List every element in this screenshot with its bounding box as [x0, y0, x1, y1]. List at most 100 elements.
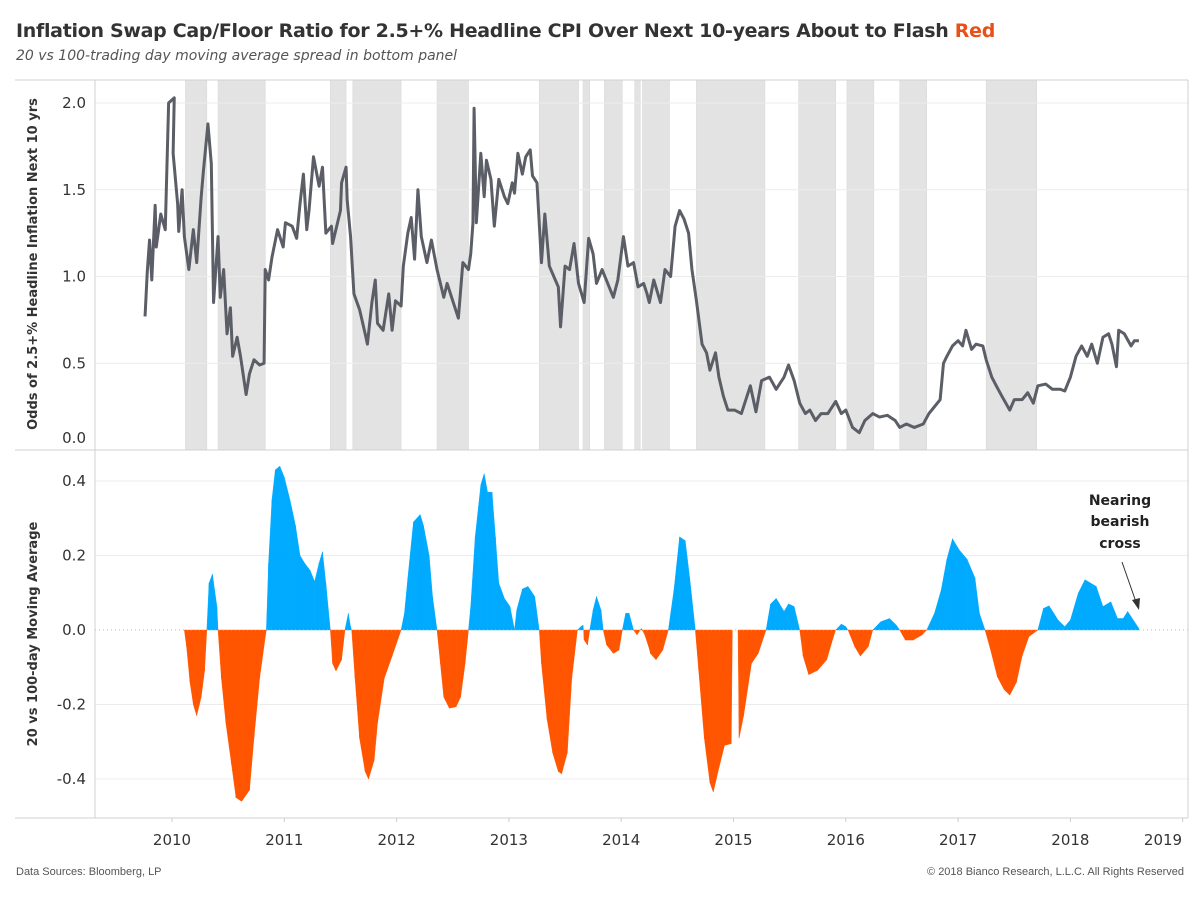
positive-area-segment	[689, 577, 696, 631]
x-tick-label: 2010	[153, 831, 191, 849]
x-tick-label: 2016	[827, 831, 865, 849]
axes	[15, 79, 1189, 822]
negative-area-segment	[265, 629, 267, 638]
negative-area-segment	[704, 629, 711, 783]
negative-area-segment	[899, 629, 906, 641]
x-tick-label: 2018	[1051, 831, 1089, 849]
negative-area-segment	[718, 629, 725, 768]
negative-area-segment	[990, 629, 998, 677]
positive-area-segment	[1110, 601, 1118, 631]
positive-area-segment	[589, 609, 594, 631]
negative-area-segment	[561, 629, 568, 774]
positive-area-segment	[1064, 619, 1071, 631]
negative-area-segment	[552, 629, 559, 772]
negative-area-segment	[217, 629, 222, 679]
negative-area-segment	[359, 629, 366, 772]
positive-area-segment	[350, 626, 352, 631]
positive-area-segment	[896, 624, 901, 631]
positive-area-segment	[299, 554, 305, 631]
top-y-tick-label: 0.5	[62, 354, 86, 372]
positive-area-segment	[952, 538, 960, 631]
x-tick-label: 2017	[939, 831, 977, 849]
negative-area-segment	[196, 629, 202, 716]
positive-area-segment	[770, 597, 777, 631]
positive-area-segment	[344, 613, 349, 631]
negative-area-segment	[351, 629, 356, 679]
negative-area-segment	[241, 629, 250, 802]
negative-area-segment	[743, 629, 752, 716]
negative-area-segment	[724, 629, 732, 746]
bottom-y-axis-title: 20 vs 100-day Moving Average	[26, 522, 41, 747]
negative-area-segment	[650, 629, 657, 661]
negative-area-segment	[464, 629, 469, 664]
positive-area-segment	[974, 577, 980, 631]
positive-area-segment	[419, 514, 424, 631]
shaded-period	[798, 79, 836, 451]
positive-area-segment	[322, 551, 327, 631]
positive-area-segment	[522, 586, 529, 631]
negative-area-segment	[912, 629, 923, 641]
negative-area-segment	[253, 629, 260, 739]
positive-area-segment	[495, 536, 499, 631]
shaded-period	[899, 79, 927, 451]
positive-area-segment	[487, 491, 493, 631]
negative-area-segment	[225, 629, 232, 765]
negative-area-segment	[1003, 629, 1010, 696]
positive-area-segment	[1122, 610, 1128, 631]
shaded-period	[352, 79, 402, 451]
positive-area-segment	[483, 473, 488, 631]
data-source: Data Sources: Bloomberg, LP	[16, 866, 162, 878]
negative-area-segment	[193, 629, 197, 716]
ma-spread-area	[95, 465, 1188, 802]
negative-area-segment	[541, 629, 548, 720]
negative-area-segment	[713, 629, 720, 793]
positive-area-segment	[1070, 593, 1079, 631]
positive-area-segment	[880, 618, 890, 631]
negative-area-segment	[341, 629, 346, 660]
positive-area-segment	[775, 597, 785, 631]
annotation: Nearing bearish cross	[1089, 493, 1151, 610]
positive-area-segment	[432, 596, 438, 631]
copyright: © 2018 Bianco Research, L.L.C. All Right…	[927, 866, 1184, 878]
positive-area-segment	[941, 559, 948, 631]
negative-area-segment	[751, 629, 759, 665]
positive-area-segment	[428, 555, 433, 631]
negative-area-segment	[571, 629, 578, 679]
negative-area-segment	[440, 629, 444, 698]
positive-area-segment	[576, 626, 581, 631]
annotation-arrow-shaft	[1121, 561, 1137, 603]
x-tick-label: 2011	[265, 831, 303, 849]
positive-area-segment	[318, 551, 323, 631]
negative-area-segment	[391, 629, 402, 657]
negative-area-segment	[364, 629, 369, 780]
negative-area-segment	[558, 629, 562, 775]
positive-area-segment	[625, 613, 630, 631]
positive-area-segment	[793, 606, 801, 631]
positive-area-segment	[468, 606, 471, 631]
negative-area-segment	[905, 629, 914, 641]
positive-area-segment	[889, 617, 897, 631]
annotation-line-3: cross	[1099, 536, 1141, 552]
negative-area-segment	[455, 629, 461, 707]
negative-area-segment	[602, 629, 607, 645]
x-tick-label: 2012	[378, 831, 416, 849]
positive-area-segment	[765, 603, 771, 631]
negative-area-segment	[709, 629, 714, 793]
positive-area-segment	[400, 613, 405, 631]
x-tick-label: 2019	[1144, 831, 1182, 849]
negative-area-segment	[808, 629, 818, 676]
positive-area-segment	[470, 536, 476, 631]
top-y-tick-label: 1.5	[62, 181, 86, 199]
positive-area-segment	[1048, 605, 1059, 631]
positive-area-segment	[1078, 579, 1086, 631]
negative-area-segment	[758, 629, 767, 654]
positive-area-segment	[641, 628, 643, 631]
positive-area-segment	[845, 625, 849, 631]
negative-area-segment	[377, 629, 385, 724]
positive-area-segment	[622, 613, 626, 631]
positive-area-segment	[475, 484, 482, 631]
negative-area-segment	[189, 629, 194, 705]
positive-area-segment	[413, 514, 421, 631]
tick-labels: 0.0 0.5 1.0 1.5 2.0 -0.4 -0.2 0.0 0.2 0.4 2010 2011…	[57, 94, 1182, 849]
odds-series-line	[143, 96, 1139, 435]
